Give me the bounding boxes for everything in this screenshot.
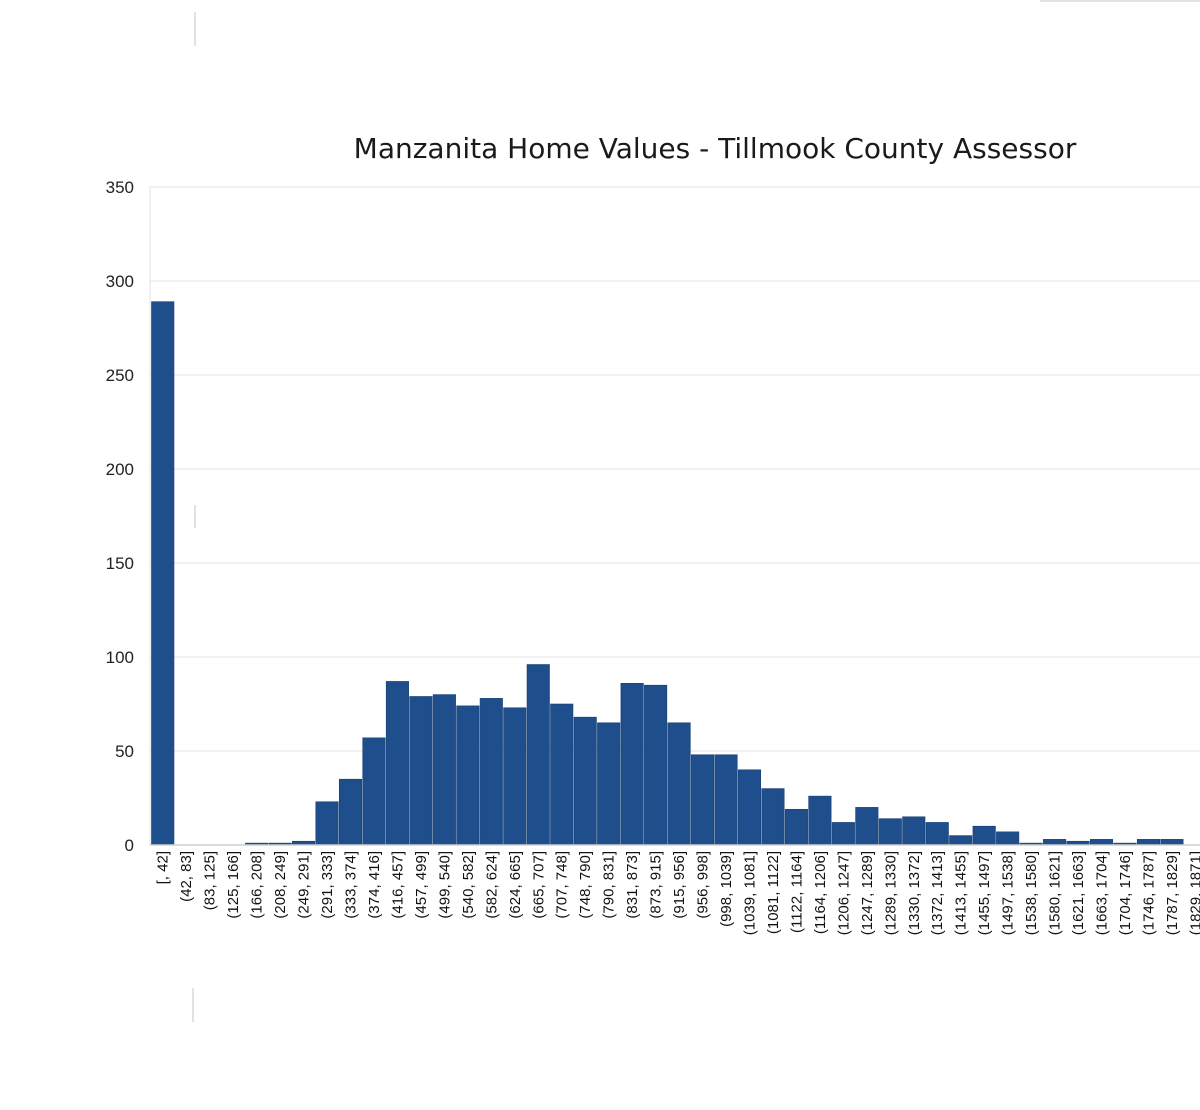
x-tick-label: (1455, 1497] [976, 851, 993, 935]
bar [597, 722, 621, 846]
x-tick-label: (1081, 1122] [765, 851, 782, 934]
y-tick-label: 200 [106, 460, 134, 479]
y-tick-label: 350 [106, 178, 134, 197]
bar [362, 737, 386, 846]
x-tick-label: (748, 790] [577, 851, 594, 919]
bar [644, 684, 668, 846]
bar [315, 801, 339, 846]
bar [456, 705, 480, 846]
x-tick-label: (1413, 1455] [953, 851, 970, 935]
x-tick-label: (665, 707] [530, 851, 547, 919]
bar [1043, 839, 1067, 846]
x-tick-label: (831, 873] [624, 851, 641, 919]
x-tick-label: [, 42] [155, 851, 172, 884]
x-axis-ticks: [, 42] (42, 83] (83, 125] (125, 166] (166, 2… [155, 851, 1200, 935]
bar [972, 825, 996, 846]
x-tick-label: (1704, 1746] [1117, 851, 1134, 935]
bar [737, 769, 762, 846]
x-tick-label: (457, 499] [413, 851, 430, 919]
x-tick-label: (83, 125] [202, 851, 219, 910]
bar [831, 822, 855, 846]
x-tick-label: (1497, 1538] [1000, 851, 1017, 935]
bar [338, 778, 363, 846]
x-tick-label: (582, 624] [483, 851, 500, 919]
x-tick-label: (416, 457] [389, 851, 406, 919]
bars [151, 301, 1184, 846]
bar [761, 788, 785, 846]
bar [385, 681, 409, 846]
x-tick-label: (1621, 1663] [1070, 851, 1087, 935]
y-tick-label: 150 [106, 554, 134, 573]
x-tick-label: (333, 374] [342, 851, 359, 919]
x-tick-label: (374, 416] [366, 851, 383, 919]
bar [949, 835, 973, 846]
bar [503, 707, 527, 846]
x-tick-label: (1206, 1247] [835, 851, 852, 935]
x-tick-label: (1787, 1829] [1164, 851, 1181, 935]
bar [1136, 839, 1161, 846]
y-tick-label: 300 [106, 272, 134, 291]
x-tick-label: (707, 748] [554, 851, 571, 919]
bar [691, 754, 715, 846]
x-tick-label: (291, 333] [319, 851, 336, 919]
x-tick-label: (249, 291] [296, 851, 313, 919]
x-tick-label: (1746, 1787] [1140, 851, 1157, 935]
y-tick-label: 100 [106, 648, 134, 667]
x-tick-label: (873, 915] [648, 851, 665, 919]
bar [925, 822, 949, 846]
y-tick-label: 50 [115, 742, 134, 761]
bar [1160, 839, 1184, 846]
x-tick-label: (790, 831] [601, 851, 618, 919]
x-tick-label: (1039, 1081] [741, 851, 758, 935]
x-tick-label: (1122, 1164] [788, 851, 805, 933]
bar [808, 795, 832, 846]
x-tick-label: (1247, 1289] [859, 851, 876, 935]
bar [855, 807, 879, 846]
x-tick-label: (1289, 1330] [882, 851, 899, 935]
x-tick-label: (499, 540] [436, 851, 453, 919]
x-tick-label: (1580, 1621] [1047, 851, 1064, 935]
bar [1090, 839, 1114, 846]
x-tick-label: (624, 665] [507, 851, 524, 919]
bar [996, 831, 1020, 846]
x-tick-label: (125, 166] [225, 851, 242, 919]
x-tick-label: (42, 83] [178, 851, 195, 902]
x-tick-label: (1164, 1206] [812, 851, 829, 934]
x-tick-label: (208, 249] [272, 851, 289, 919]
x-tick-label: (166, 208] [249, 851, 266, 919]
bar [714, 754, 738, 846]
bar [479, 698, 503, 846]
x-tick-label: (1829, 1871] [1187, 851, 1200, 935]
bar [151, 301, 175, 846]
bar [550, 703, 574, 846]
bar [878, 818, 902, 846]
x-tick-label: (540, 582] [460, 851, 477, 919]
x-tick-label: (1663, 1704] [1094, 851, 1111, 935]
bar [526, 664, 550, 846]
bar [902, 816, 926, 846]
x-tick-label: (1372, 1413] [929, 851, 946, 935]
chart-title: Manzanita Home Values - Tillmook County … [354, 132, 1077, 165]
bar [409, 696, 433, 846]
x-tick-label: (1330, 1372] [906, 851, 923, 935]
bar [432, 694, 456, 846]
bar [573, 716, 597, 846]
bar [784, 808, 808, 846]
x-tick-label: (998, 1039] [718, 851, 735, 927]
y-tick-label: 250 [106, 366, 134, 385]
y-tick-label: 0 [125, 836, 134, 855]
x-tick-label: (915, 956] [671, 851, 688, 919]
y-axis-ticks: 0 50 100 150 200 250 300 350 [106, 178, 134, 855]
bar [667, 722, 691, 846]
x-tick-label: (1538, 1580] [1023, 851, 1040, 935]
x-tick-label: (956, 998] [695, 851, 712, 919]
bar [620, 683, 644, 846]
